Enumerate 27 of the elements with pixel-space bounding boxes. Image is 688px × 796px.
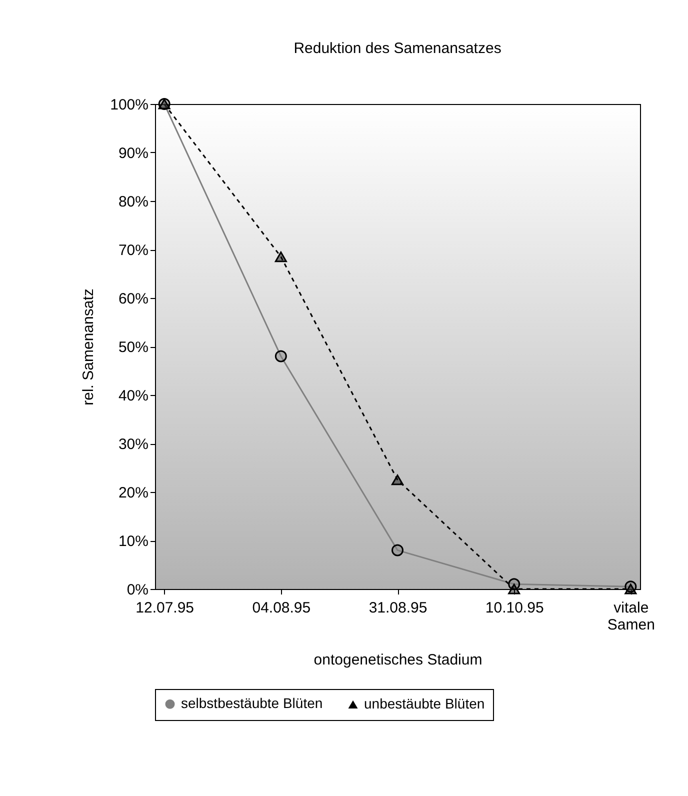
y-tick-label: 0% [126, 582, 148, 598]
x-tick-label: 12.07.95 [136, 600, 194, 616]
y-tick-label: 10% [118, 533, 148, 550]
y-tick-label: 80% [118, 194, 148, 210]
x-tick-label: 31.08.95 [368, 600, 428, 616]
legend-label: selbstbestäubte Blüten [181, 695, 323, 712]
point [624, 584, 637, 594]
y-tick-label: 30% [118, 436, 148, 453]
y-tick-label: 40% [118, 388, 148, 404]
x-tick-label: 10.10.95 [485, 600, 544, 616]
y-tick-label: 90% [118, 145, 148, 162]
point [392, 544, 404, 556]
point [392, 474, 404, 486]
x-axis-title: ontogenetisches Stadium [314, 652, 482, 668]
point [274, 350, 287, 362]
chart-title: Reduktion des Samenansatzes [294, 40, 502, 57]
legend-label: unbestäubte Blüten [364, 695, 485, 712]
x-tick-label: 04.08.95 [252, 600, 311, 616]
x-tick-label: vitale Samen [607, 600, 655, 634]
y-tick-label: 70% [118, 242, 148, 259]
point [274, 251, 287, 262]
y-tick-label: 60% [118, 290, 148, 308]
y-tick-label: 100% [110, 96, 148, 114]
y-axis-title: rel. Samenansatz [80, 288, 98, 406]
y-tick-label: 20% [118, 484, 148, 502]
point [508, 584, 520, 594]
y-tick-label: 50% [118, 339, 148, 356]
